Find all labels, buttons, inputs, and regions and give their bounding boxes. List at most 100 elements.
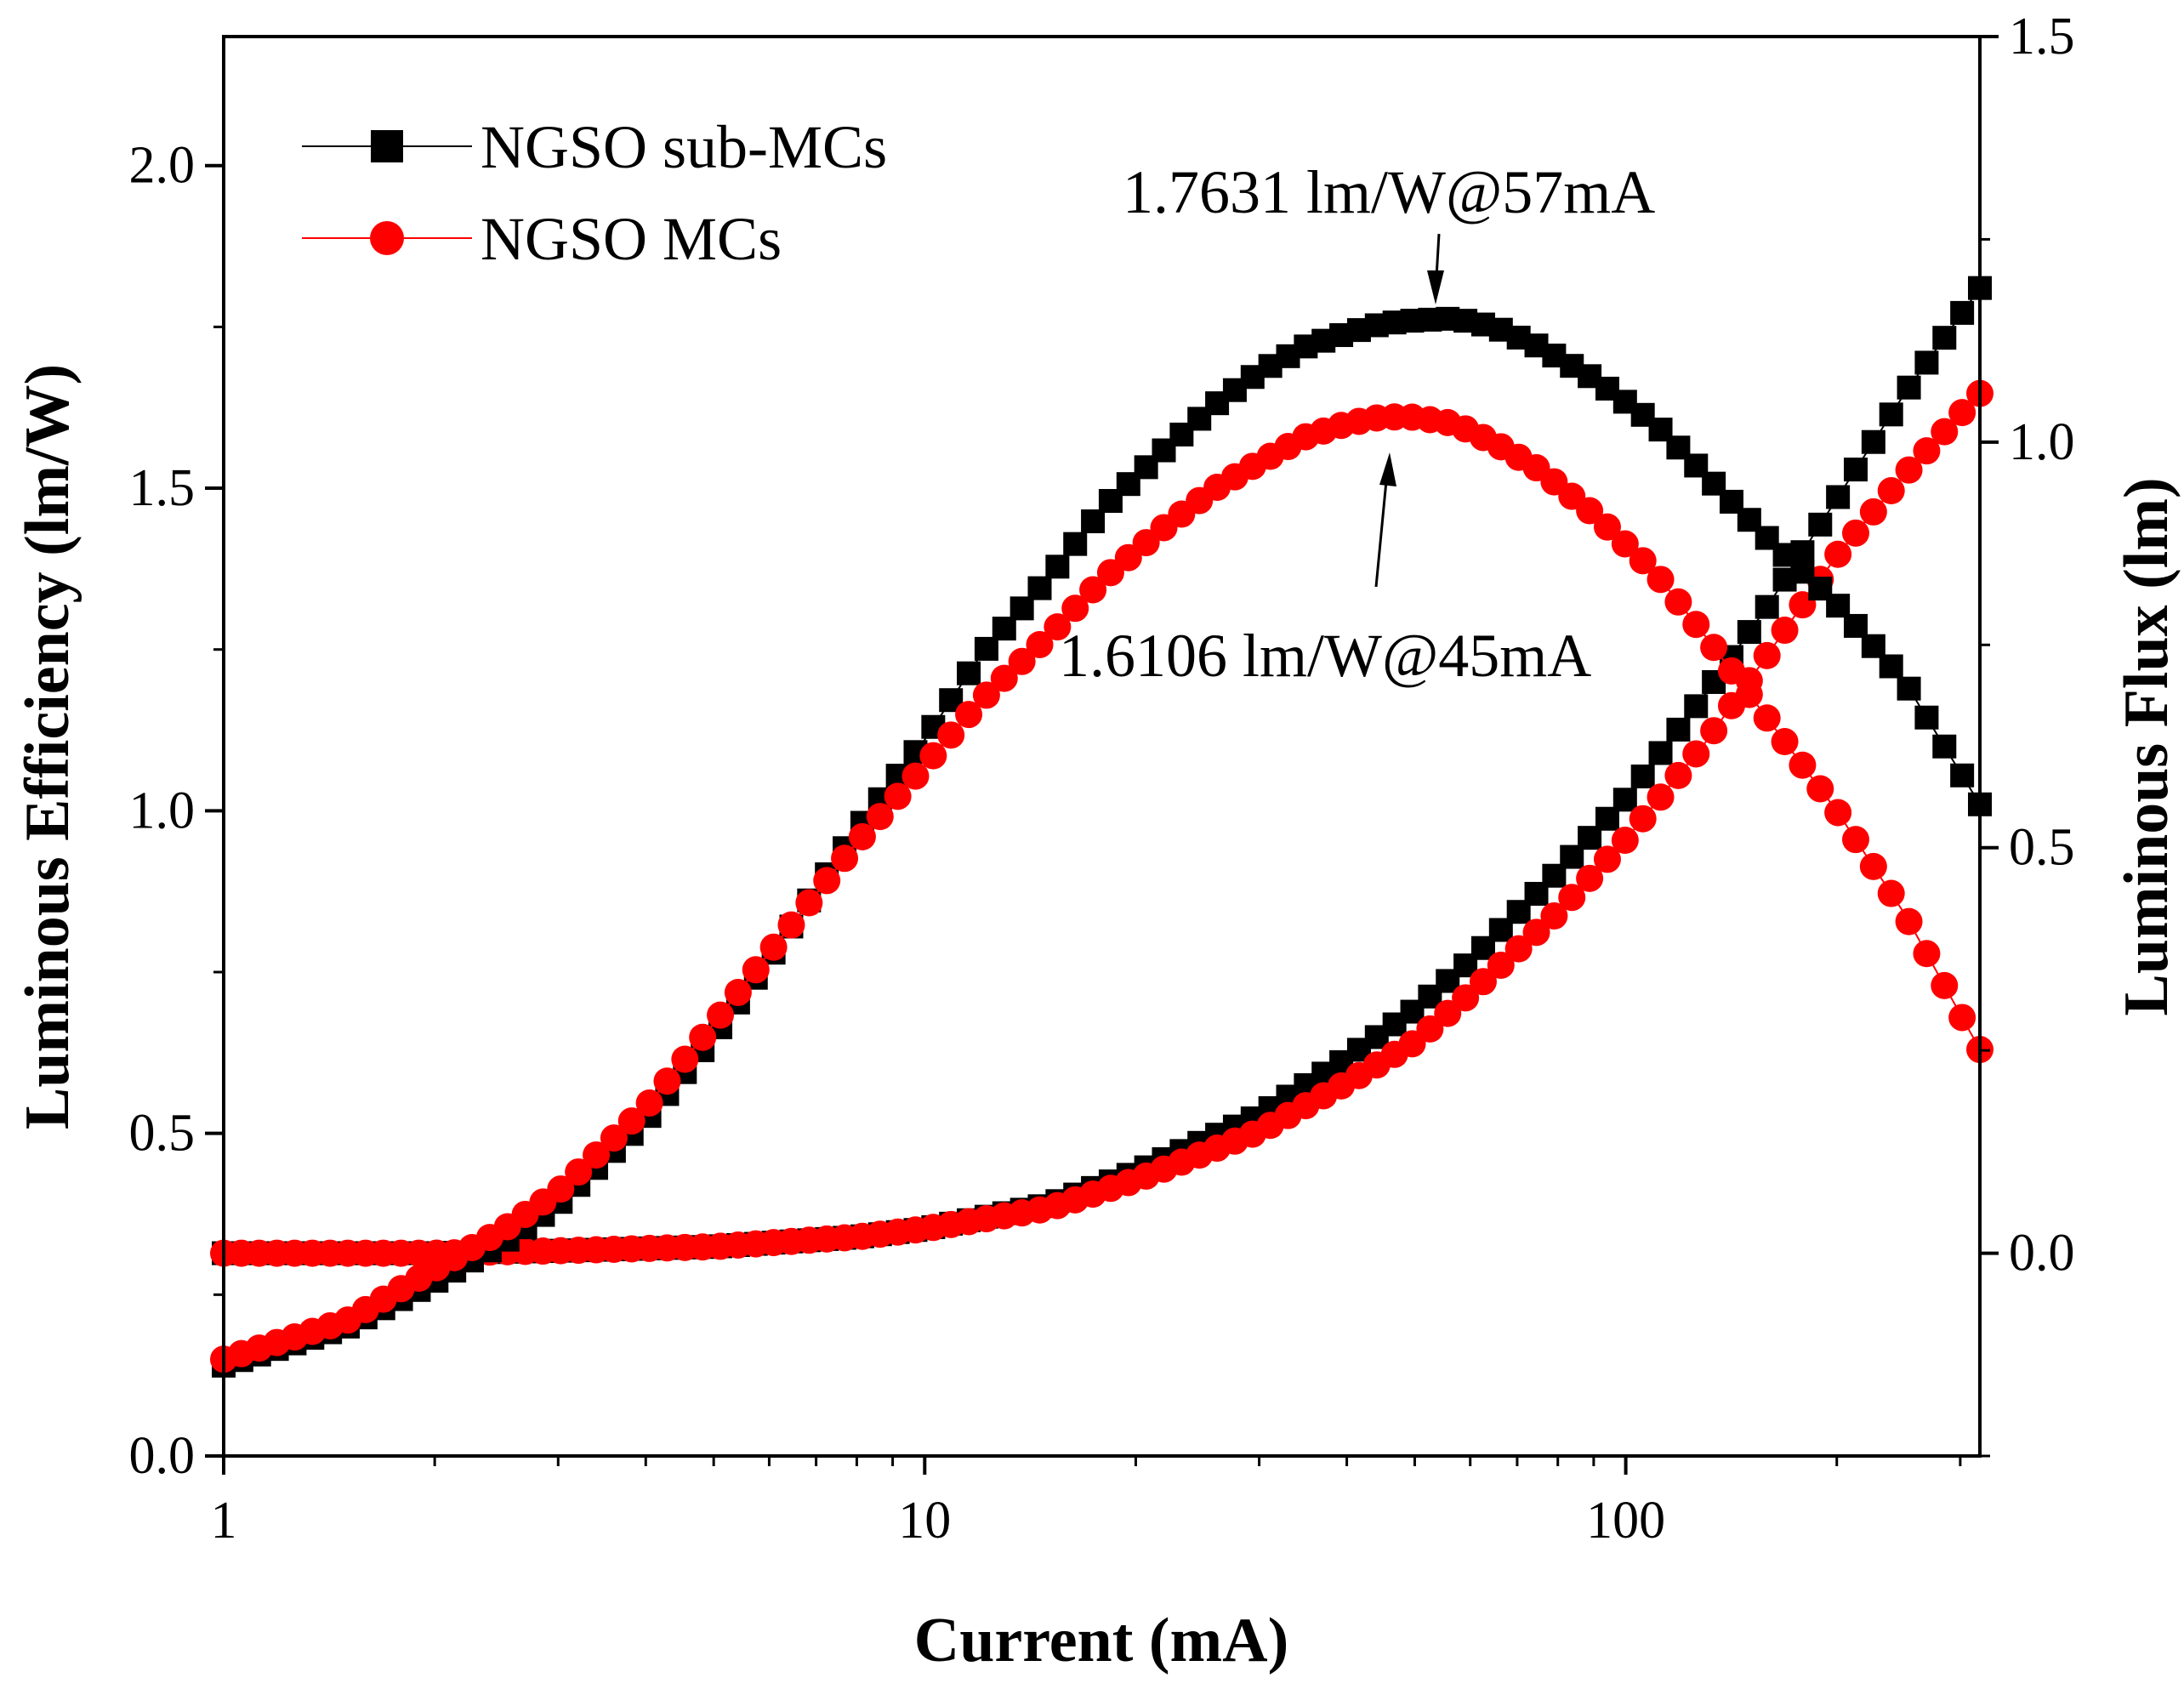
data-point-circle [937, 721, 965, 749]
data-point-square [1861, 429, 1885, 454]
data-point-circle [901, 762, 930, 790]
data-point-circle [1008, 647, 1036, 675]
y-right-tick-label: 0.0 [2009, 1225, 2075, 1282]
x-tick-label: 1 [211, 1492, 237, 1550]
data-point-circle [1877, 879, 1905, 907]
data-point-circle [1700, 634, 1728, 662]
series-flux-sub-mcs [212, 276, 1992, 1265]
data-point-circle [1576, 864, 1604, 892]
data-point-square [1879, 654, 1903, 679]
x-tick-label: 100 [1586, 1492, 1665, 1550]
data-point-circle [919, 742, 947, 770]
data-point-circle [1593, 513, 1621, 541]
data-point-circle [1682, 740, 1710, 768]
data-point-circle [689, 1023, 717, 1051]
data-point-square [1684, 694, 1709, 719]
data-point-circle [1771, 728, 1799, 756]
data-point-circle [742, 956, 770, 984]
data-point-circle [707, 1001, 735, 1029]
data-point-square [1063, 532, 1088, 556]
data-point-square [1897, 375, 1921, 400]
annotation-sub-mcs-peak: 1.7631 lm/W@57mA [1123, 158, 1655, 304]
data-point-circle [1132, 529, 1160, 557]
data-point-square [1630, 764, 1655, 788]
annotation-arrowhead-sub-mcs [1427, 270, 1444, 304]
data-point-circle [1504, 935, 1533, 963]
data-point-square [1648, 741, 1673, 765]
legend-label-sub-mcs: NGSO sub-MCs [481, 113, 887, 181]
right-y-axis-title: Luminous Flux (lm) [2112, 477, 2181, 1015]
series-efficiency-mcs [210, 403, 1993, 1373]
data-point-circle [1753, 641, 1781, 669]
data-point-square [1843, 613, 1868, 638]
data-point-circle [1487, 951, 1515, 979]
data-point-circle [1452, 984, 1480, 1012]
data-point-circle [1948, 1004, 1976, 1032]
data-point-circle [1841, 519, 1869, 547]
data-point-circle [884, 782, 912, 810]
data-point-circle [1895, 907, 1923, 935]
data-point-circle [600, 1124, 628, 1152]
data-point-circle [1044, 613, 1072, 641]
plot-frame [222, 35, 1982, 1458]
data-point-circle [759, 933, 788, 961]
data-point-circle [724, 978, 752, 1006]
data-point-square [1950, 763, 1975, 788]
legend-marker-mcs [370, 221, 404, 255]
data-point-circle [1771, 617, 1799, 645]
data-point-square [974, 636, 998, 661]
data-point-circle [1114, 543, 1142, 572]
data-point-circle [1079, 576, 1107, 604]
data-point-circle [1735, 680, 1763, 708]
data-point-square [1666, 717, 1691, 742]
data-point-circle [1841, 826, 1869, 854]
legend-marker-sub-mcs [371, 130, 403, 162]
data-point-circle [1629, 547, 1657, 575]
data-point-square [1861, 634, 1885, 658]
data-point-circle [1611, 530, 1639, 558]
data-point-circle [1629, 805, 1657, 833]
data-point-circle [583, 1141, 611, 1169]
annotation-label-mcs: 1.6106 lm/W@45mA [1059, 622, 1591, 690]
data-point-circle [1540, 902, 1568, 930]
data-point-square [1879, 402, 1903, 427]
data-point-square [1081, 509, 1106, 533]
data-point-circle [1469, 968, 1497, 996]
data-point-circle [972, 681, 1000, 709]
data-point-circle [653, 1067, 681, 1095]
data-point-circle [831, 844, 859, 873]
data-point-circle [1416, 1015, 1444, 1043]
data-point-square [992, 617, 1016, 641]
data-point-circle [848, 822, 876, 850]
data-point-circle [1664, 761, 1692, 789]
data-point-circle [1434, 999, 1462, 1027]
data-point-circle [1877, 477, 1905, 505]
data-point-circle [795, 889, 823, 917]
data-point-square [1808, 512, 1833, 537]
data-point-circle [1611, 827, 1639, 855]
data-point-circle [547, 1175, 575, 1203]
data-point-circle [1824, 799, 1852, 827]
data-point-square [1914, 350, 1939, 375]
data-point-square [1932, 326, 1957, 350]
left-y-axis-title: Luminous Efficiency (lm/W) [13, 364, 82, 1129]
data-point-square [1737, 620, 1761, 645]
series-line [224, 287, 1981, 1254]
data-point-circle [1859, 852, 1887, 880]
data-point-circle [1026, 630, 1054, 658]
data-point-circle [1948, 399, 1976, 427]
data-point-circle [866, 803, 894, 831]
data-point-circle [1682, 611, 1710, 639]
data-point-circle [1806, 775, 1834, 803]
series-efficiency-sub-mcs [212, 306, 1992, 1378]
data-point-square [1045, 554, 1070, 579]
annotation-mcs-peak: 1.6106 lm/W@45mA [1059, 452, 1591, 690]
data-point-square [1010, 596, 1034, 621]
legend-label-mcs: NGSO MCs [481, 205, 782, 273]
data-point-square [1897, 676, 1921, 701]
data-point-circle [565, 1158, 593, 1186]
data-point-circle [1558, 884, 1586, 912]
data-point-circle [617, 1107, 646, 1135]
data-point-circle [1717, 657, 1745, 685]
